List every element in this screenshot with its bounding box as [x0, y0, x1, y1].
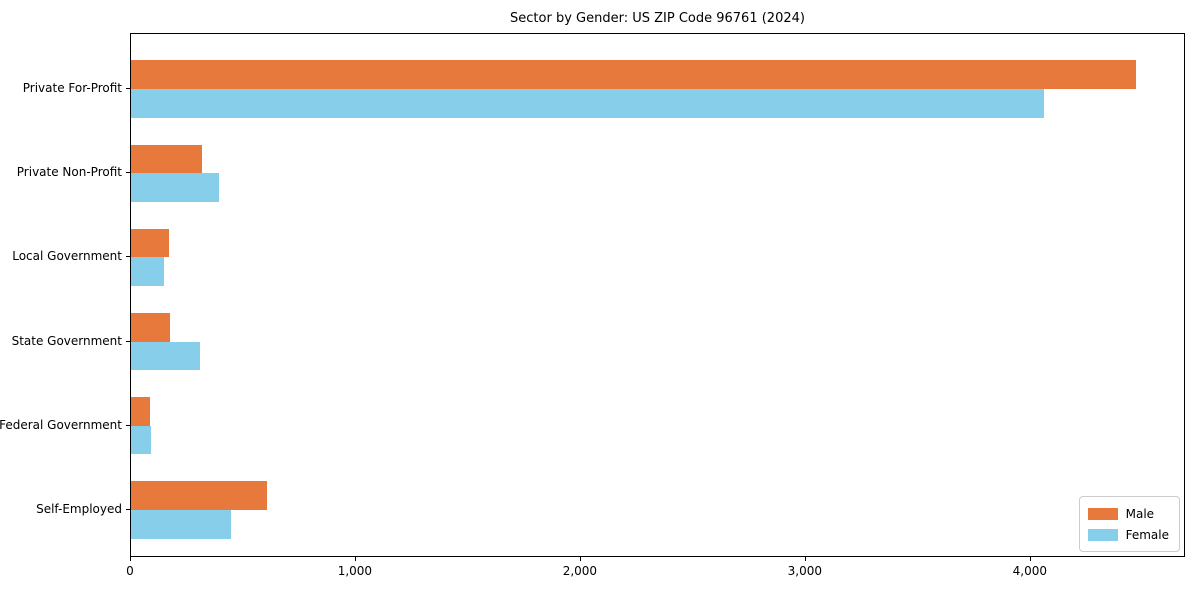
- y-category-label-3: State Government: [11, 333, 122, 348]
- bar-female-1: [131, 173, 219, 202]
- legend-swatch-male: [1087, 507, 1118, 520]
- y-category-label-1: Private Non-Profit: [16, 165, 122, 180]
- x-tick-label-3: 3,000: [787, 564, 822, 578]
- bar-female-0: [131, 89, 1044, 118]
- legend-label-male: Male: [1125, 506, 1155, 521]
- bar-female-2: [131, 257, 165, 286]
- legend-swatch-female: [1087, 528, 1118, 541]
- bar-male-5: [131, 481, 267, 510]
- legend-label-female: Female: [1125, 527, 1169, 542]
- chart-title: Sector by Gender: US ZIP Code 96761 (202…: [510, 11, 805, 26]
- y-tick-4: [126, 424, 130, 426]
- bar-female-4: [131, 425, 151, 455]
- y-tick-0: [126, 88, 130, 89]
- y-category-label-5: Self-Employed: [36, 502, 122, 516]
- x-tick-label-2: 2,000: [562, 564, 598, 578]
- legend: Male Female: [1078, 496, 1180, 552]
- plot-area: [130, 33, 1185, 557]
- bar-male-2: [131, 228, 169, 258]
- x-tick-0: [130, 557, 131, 561]
- bar-female-3: [131, 341, 201, 371]
- y-category-label-2: Local Government: [12, 249, 122, 264]
- legend-entry-male: Male: [1087, 503, 1169, 524]
- bar-male-3: [131, 313, 170, 342]
- x-tick-1: [354, 557, 356, 561]
- y-tick-5: [126, 509, 130, 510]
- y-category-label-4: Federal Government: [0, 417, 122, 432]
- y-category-label-0: Private For-Profit: [22, 81, 122, 95]
- y-tick-1: [126, 172, 130, 174]
- bar-male-0: [131, 60, 1136, 89]
- x-tick-4: [1029, 557, 1031, 561]
- x-tick-2: [579, 557, 581, 561]
- x-tick-3: [804, 557, 806, 561]
- x-tick-label-4: 4,000: [1012, 564, 1047, 578]
- x-tick-label-1: 1,000: [337, 564, 373, 578]
- y-tick-3: [126, 340, 130, 342]
- bar-female-5: [131, 510, 232, 539]
- x-tick-label-0: 0: [126, 564, 134, 578]
- y-tick-2: [126, 256, 130, 258]
- bar-male-1: [131, 144, 203, 174]
- bar-male-4: [131, 397, 151, 426]
- legend-entry-female: Female: [1087, 524, 1169, 545]
